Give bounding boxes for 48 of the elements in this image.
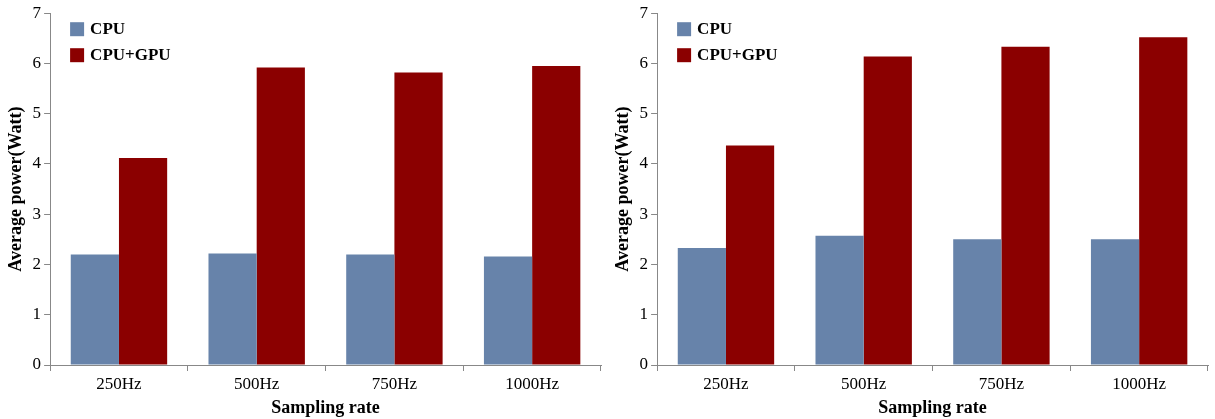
- y-tick-label: 5: [32, 103, 42, 123]
- x-tick-label: 500Hz: [234, 373, 280, 393]
- y-tick-label: 3: [32, 203, 42, 223]
- legend-label: CPU+GPU: [697, 44, 778, 64]
- bar: [815, 235, 864, 365]
- bar: [677, 247, 726, 365]
- x-tick-label: 750Hz: [978, 373, 1025, 393]
- y-axis-title: Average power(Watt): [612, 106, 634, 272]
- x-tick-label: 750Hz: [371, 373, 418, 393]
- bar: [1001, 46, 1050, 365]
- bar: [346, 254, 395, 365]
- x-tick-label: 1000Hz: [1112, 373, 1167, 393]
- y-tick-label: 7: [32, 2, 42, 22]
- bar: [953, 239, 1002, 365]
- y-axis-title: Average power(Watt): [5, 106, 27, 272]
- y-tick-label: 3: [639, 203, 649, 223]
- y-tick-label: 4: [32, 153, 42, 173]
- y-tick-label: 0: [639, 354, 649, 374]
- legend-label: CPU: [90, 18, 126, 38]
- x-tick-label: 1000Hz: [505, 373, 560, 393]
- y-tick-label: 7: [639, 2, 649, 22]
- bar: [863, 56, 912, 365]
- x-axis-title: Sampling rate: [271, 396, 380, 417]
- bar: [118, 157, 168, 365]
- bar: [394, 72, 443, 365]
- y-tick-label: 2: [32, 253, 42, 273]
- legend-label: CPU+GPU: [90, 44, 171, 64]
- bar: [208, 253, 257, 365]
- bar: [1139, 37, 1188, 365]
- y-tick-label: 0: [32, 354, 42, 374]
- bar: [483, 256, 533, 365]
- y-tick-label: 4: [639, 153, 649, 173]
- bar: [532, 65, 581, 365]
- y-tick-label: 6: [32, 52, 42, 72]
- y-tick-label: 1: [639, 304, 649, 324]
- x-tick-label: 500Hz: [841, 373, 887, 393]
- bar: [725, 145, 775, 365]
- x-axis-title: Sampling rate: [878, 396, 987, 417]
- bar: [70, 254, 119, 365]
- y-tick-label: 1: [32, 304, 42, 324]
- bar: [1090, 239, 1140, 365]
- y-tick-label: 6: [639, 52, 649, 72]
- legend-label: CPU: [697, 18, 733, 38]
- bar: [256, 67, 305, 365]
- y-tick-label: 5: [639, 103, 649, 123]
- x-tick-label: 250Hz: [96, 373, 143, 393]
- x-tick-label: 250Hz: [703, 373, 750, 393]
- y-tick-label: 2: [639, 253, 649, 273]
